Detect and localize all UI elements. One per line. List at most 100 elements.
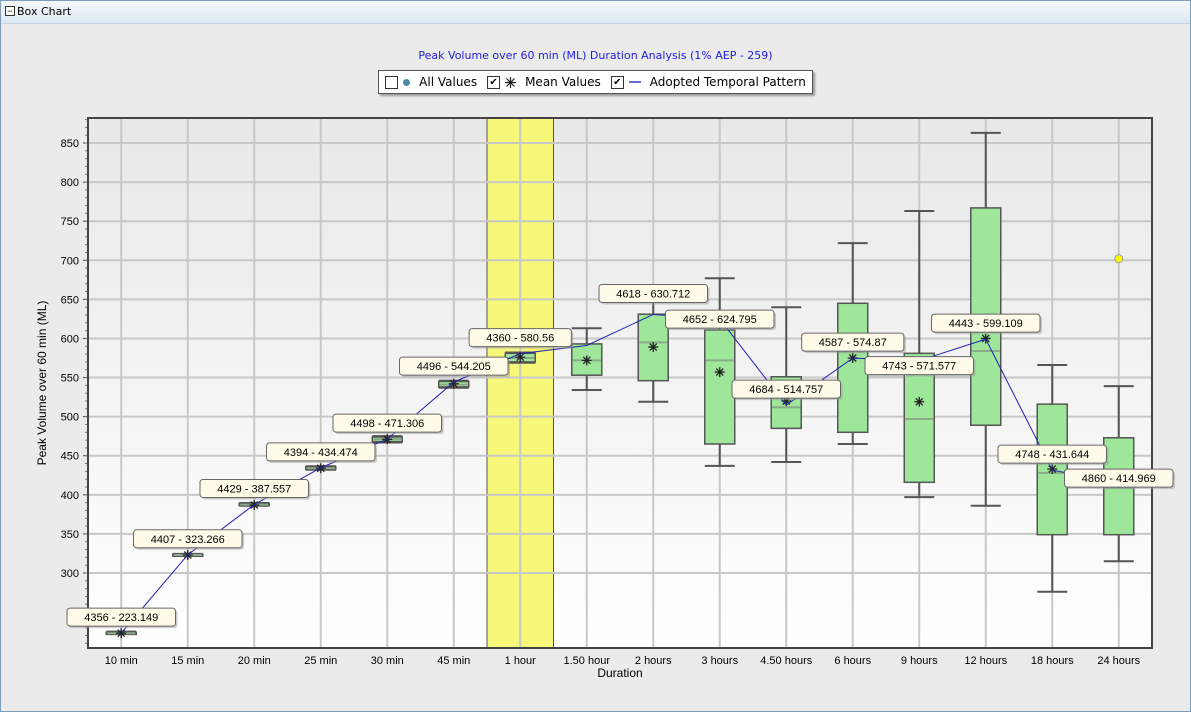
x-tick-label: 30 min (371, 655, 404, 667)
panel-titlebar: − Box Chart (1, 1, 1190, 24)
data-label: 4652 - 624.795 (665, 309, 776, 331)
data-label: 4860 - 414.969 (1064, 468, 1175, 490)
all-values-checkbox[interactable] (385, 75, 399, 89)
data-label-box (1064, 468, 1174, 488)
x-axis-label: Duration (597, 666, 642, 680)
minus-box-icon[interactable]: − (5, 6, 15, 16)
y-tick-label: 700 (61, 255, 79, 267)
data-label-box (931, 313, 1041, 333)
data-label: 4618 - 630.712 (598, 283, 710, 305)
x-tick-label: 10 min (105, 655, 138, 667)
y-tick-label: 550 (61, 373, 79, 385)
x-tick-label: 4.50 hours (760, 655, 812, 667)
data-label-box (399, 356, 509, 376)
data-label-box (731, 379, 841, 399)
panel-title: Box Chart (17, 5, 72, 18)
x-tick-label: 18 hours (1031, 655, 1074, 667)
data-label-text: 4356 - 223.149 (84, 612, 158, 624)
data-label: 4748 - 431.644 (997, 444, 1109, 466)
data-label-box (66, 607, 176, 627)
legend-label: Mean Values (525, 75, 601, 89)
y-tick-label: 350 (61, 529, 79, 541)
data-label: 4407 - 323.266 (133, 529, 244, 550)
data-label-box (199, 479, 309, 499)
data-label: 4587 - 574.87 (801, 332, 906, 354)
legend-all-values[interactable]: All Values (385, 75, 477, 89)
data-label-text: 4652 - 624.795 (683, 314, 757, 326)
legend-adopted-pattern[interactable]: ✔ Adopted Temporal Pattern (610, 75, 806, 89)
data-label-text: 4498 - 471.306 (350, 418, 424, 430)
y-tick-label: 800 (61, 177, 79, 189)
mean-marker (714, 367, 725, 378)
mean-marker (448, 378, 459, 389)
mean-values-checkbox[interactable]: ✔ (487, 75, 501, 89)
x-tick-label: 6 hours (834, 655, 871, 667)
data-label-text: 4860 - 414.969 (1082, 473, 1156, 485)
data-label-box (266, 442, 376, 462)
box-18-hours (1036, 364, 1068, 593)
box-45-min (438, 378, 470, 389)
data-label-box (332, 413, 442, 433)
y-tick-label: 400 (61, 490, 79, 502)
asterisk-marker-icon (505, 76, 517, 88)
x-tick-label: 15 min (171, 655, 204, 667)
mean-marker (914, 396, 925, 407)
x-tick-label: 45 min (437, 655, 470, 667)
x-tick-label: 3 hours (701, 655, 738, 667)
data-label-box (133, 529, 243, 549)
data-label-text: 4394 - 434.474 (284, 447, 358, 459)
box-body (704, 329, 736, 445)
x-tick-label: 12 hours (964, 655, 1007, 667)
data-label-box (997, 444, 1107, 464)
data-label-box (468, 328, 572, 348)
legend-mean-values[interactable]: ✔ Mean Values (487, 75, 601, 89)
mean-marker (648, 342, 659, 353)
data-label: 4394 - 434.474 (266, 442, 377, 463)
data-label-box (665, 309, 775, 329)
data-label: 4498 - 471.306 (332, 413, 444, 435)
y-tick-label: 850 (61, 138, 79, 150)
x-tick-label: 9 hours (901, 655, 938, 667)
mean-marker (581, 355, 592, 366)
box-body (837, 302, 869, 434)
data-label: 4684 - 514.757 (731, 379, 843, 401)
chart-title: Peak Volume over 60 min (ML) Duration An… (418, 49, 773, 62)
data-label-box (598, 283, 708, 303)
data-label-text: 4618 - 630.712 (616, 288, 690, 300)
line-marker-icon (628, 81, 641, 83)
data-label-text: 4429 - 387.557 (217, 484, 291, 496)
y-axis-label: Peak Volume over 60 min (ML) (35, 301, 49, 466)
data-label-box (801, 332, 905, 352)
y-tick-label: 600 (61, 333, 79, 345)
legend-label: All Values (419, 75, 478, 89)
data-label: 4496 - 544.205 (399, 356, 510, 378)
x-tick-label: 1 hour (505, 655, 537, 667)
y-tick-label: 500 (61, 412, 79, 424)
x-tick-label: 20 min (238, 655, 271, 667)
data-label: 4360 - 580.56 (468, 328, 574, 349)
legend-label: Adopted Temporal Pattern (649, 75, 806, 89)
legend: All Values ✔ Mean Values ✔ Adopted Tempo… (378, 70, 813, 94)
data-label: 4743 - 571.577 (864, 356, 976, 377)
box-1-50-hour (571, 327, 603, 392)
plot-border (87, 117, 1153, 649)
data-label-box (864, 356, 974, 376)
data-label-text: 4743 - 571.577 (882, 361, 956, 373)
circle-marker-icon (403, 78, 411, 86)
outlier-point (1114, 254, 1124, 264)
x-tick-label: 24 hours (1097, 655, 1140, 667)
adopted-pattern-checkbox[interactable]: ✔ (610, 75, 624, 89)
x-tick-label: 25 min (304, 655, 337, 667)
mean-marker (515, 352, 526, 363)
x-tick-label: 1.50 hour (564, 655, 611, 667)
box-3-hours (704, 277, 736, 467)
data-label: 4356 - 223.149 (66, 607, 178, 629)
data-label-text: 4360 - 580.56 (486, 333, 554, 345)
mean-marker (116, 628, 127, 639)
data-label-text: 4587 - 574.87 (819, 337, 887, 349)
y-tick-label: 750 (61, 216, 79, 228)
data-label-text: 4407 - 323.266 (151, 534, 225, 546)
data-label: 4429 - 387.557 (199, 479, 311, 500)
data-label-text: 4443 - 599.109 (949, 318, 1023, 330)
